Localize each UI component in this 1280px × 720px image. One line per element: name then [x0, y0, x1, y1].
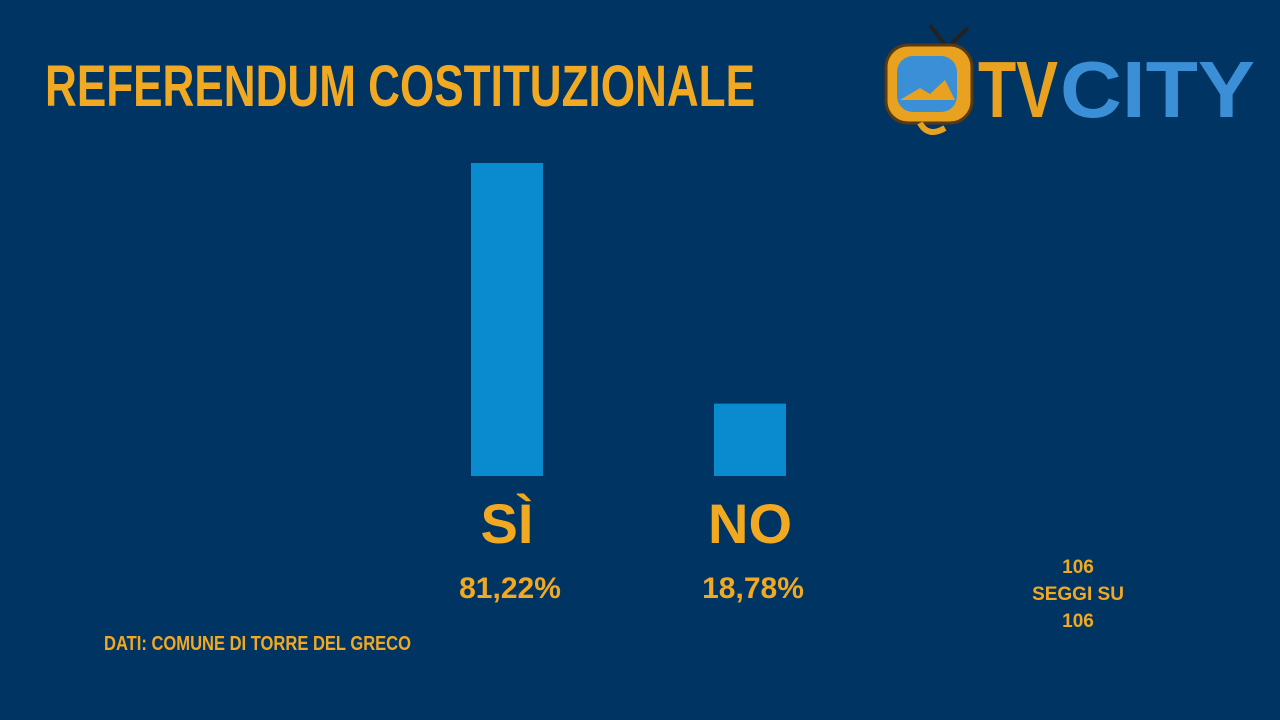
seggi-note: 106: [1062, 557, 1094, 578]
value-label: 18,78%: [702, 572, 804, 605]
bar: [714, 403, 786, 476]
tv-screen: [897, 56, 957, 112]
value-label: 81,22%: [459, 572, 561, 605]
bar: [471, 163, 543, 476]
tv-foot: [917, 121, 947, 135]
chart-title: REFERENDUM COSTITUZIONALE: [45, 54, 755, 119]
seggi-note: SEGGI SU: [1032, 584, 1124, 605]
category-label: NO: [708, 492, 792, 555]
seggi-note: 106: [1062, 611, 1094, 632]
antenna: [948, 26, 970, 47]
antenna: [928, 23, 947, 47]
logo-text: CITY: [1060, 45, 1255, 134]
category-label: SÌ: [481, 492, 534, 555]
logo-text: TV: [978, 45, 1058, 134]
tv-mountain: [900, 80, 955, 100]
logo: TV CITY: [884, 23, 1255, 135]
source-note: DATI: COMUNE DI TORRE DEL GRECO: [104, 633, 411, 655]
